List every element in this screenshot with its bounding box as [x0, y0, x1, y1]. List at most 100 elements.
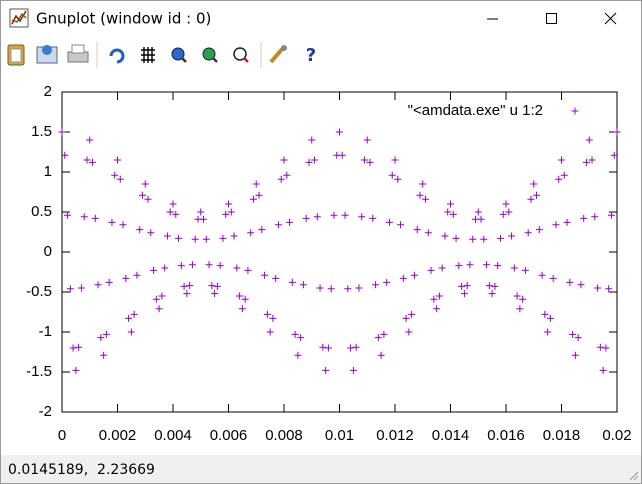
x-tick-label: 0.016 — [487, 427, 525, 444]
data-point — [69, 344, 77, 352]
data-point — [236, 292, 244, 300]
data-point — [447, 200, 454, 208]
data-point — [546, 314, 554, 322]
data-point — [560, 171, 568, 179]
data-point — [449, 210, 457, 218]
data-point — [225, 200, 232, 208]
data-point — [244, 266, 252, 274]
replot-button[interactable] — [109, 48, 125, 64]
x-tick-label: 0.008 — [265, 427, 303, 444]
data-point — [580, 214, 588, 222]
data-point — [158, 292, 166, 300]
copy-clipboard-button[interactable] — [7, 44, 25, 66]
data-point — [433, 305, 441, 313]
minimize-button[interactable] — [466, 1, 518, 35]
data-point — [558, 156, 565, 164]
data-point — [58, 128, 66, 136]
data-point — [122, 274, 130, 282]
data-point — [130, 310, 138, 318]
data-point — [100, 351, 108, 359]
data-point — [299, 281, 307, 289]
data-point — [530, 180, 538, 188]
print-button[interactable] — [67, 44, 89, 63]
x-tick-label: 0.002 — [99, 427, 137, 444]
data-point — [269, 314, 277, 322]
close-button[interactable] — [582, 1, 640, 35]
legend-marker — [571, 107, 579, 115]
x-tick-label: 0.012 — [376, 427, 414, 444]
data-point — [152, 295, 160, 303]
data-point — [533, 191, 541, 199]
data-point — [596, 343, 604, 351]
data-point — [222, 210, 230, 218]
data-point — [227, 208, 235, 216]
x-tick-label: 0.014 — [432, 427, 470, 444]
data-point — [344, 285, 352, 293]
data-point — [494, 262, 502, 270]
data-point — [64, 211, 72, 219]
x-tick-label: 0.018 — [543, 427, 581, 444]
save-button[interactable] — [36, 45, 58, 64]
data-point — [172, 210, 180, 218]
data-point — [491, 282, 499, 290]
data-point — [460, 290, 468, 298]
data-point — [535, 226, 543, 234]
y-tick-label: 1 — [44, 163, 52, 180]
help-button[interactable]: ? — [306, 45, 316, 66]
data-point — [86, 136, 94, 144]
maximize-button[interactable] — [523, 1, 579, 35]
data-point — [72, 366, 80, 374]
data-point — [374, 334, 382, 342]
data-point — [83, 156, 91, 164]
data-point — [466, 261, 474, 269]
options-button[interactable] — [269, 45, 287, 64]
data-point — [605, 285, 613, 293]
data-point — [355, 284, 363, 292]
data-point — [574, 334, 582, 342]
data-point — [66, 285, 74, 293]
data-point — [316, 284, 324, 292]
data-point — [585, 136, 593, 144]
data-point — [263, 310, 271, 318]
y-tick-label: 2 — [44, 83, 52, 100]
data-point — [391, 156, 399, 164]
data-point — [513, 292, 521, 300]
data-point — [483, 261, 491, 269]
data-point — [397, 221, 405, 229]
data-point — [280, 156, 288, 164]
data-point — [161, 264, 169, 272]
data-point — [202, 235, 210, 243]
data-point — [147, 229, 155, 237]
data-point — [261, 271, 269, 279]
data-point — [291, 330, 299, 338]
data-point — [577, 281, 585, 289]
zoom-next-button[interactable] — [202, 47, 218, 63]
data-point — [80, 213, 88, 221]
data-point — [230, 232, 238, 240]
data-point — [163, 232, 171, 240]
data-point — [94, 281, 102, 289]
data-point — [613, 128, 621, 136]
data-point — [594, 284, 602, 292]
data-point — [216, 262, 224, 270]
autoscale-button[interactable] — [233, 47, 249, 63]
data-point — [102, 330, 110, 338]
data-point — [338, 151, 346, 159]
data-point — [352, 343, 360, 351]
data-point — [125, 314, 133, 322]
grid-button[interactable] — [141, 47, 155, 63]
data-point — [385, 218, 393, 226]
data-point — [322, 366, 330, 374]
data-point — [369, 214, 377, 222]
data-point — [424, 229, 432, 237]
data-point — [438, 264, 446, 272]
data-point — [372, 281, 380, 289]
data-point — [330, 211, 338, 219]
resize-grip[interactable] — [629, 471, 639, 481]
data-point — [549, 274, 557, 282]
data-point — [469, 235, 477, 243]
zoom-previous-button[interactable] — [171, 47, 187, 63]
data-point — [327, 285, 335, 293]
data-point — [150, 266, 158, 274]
